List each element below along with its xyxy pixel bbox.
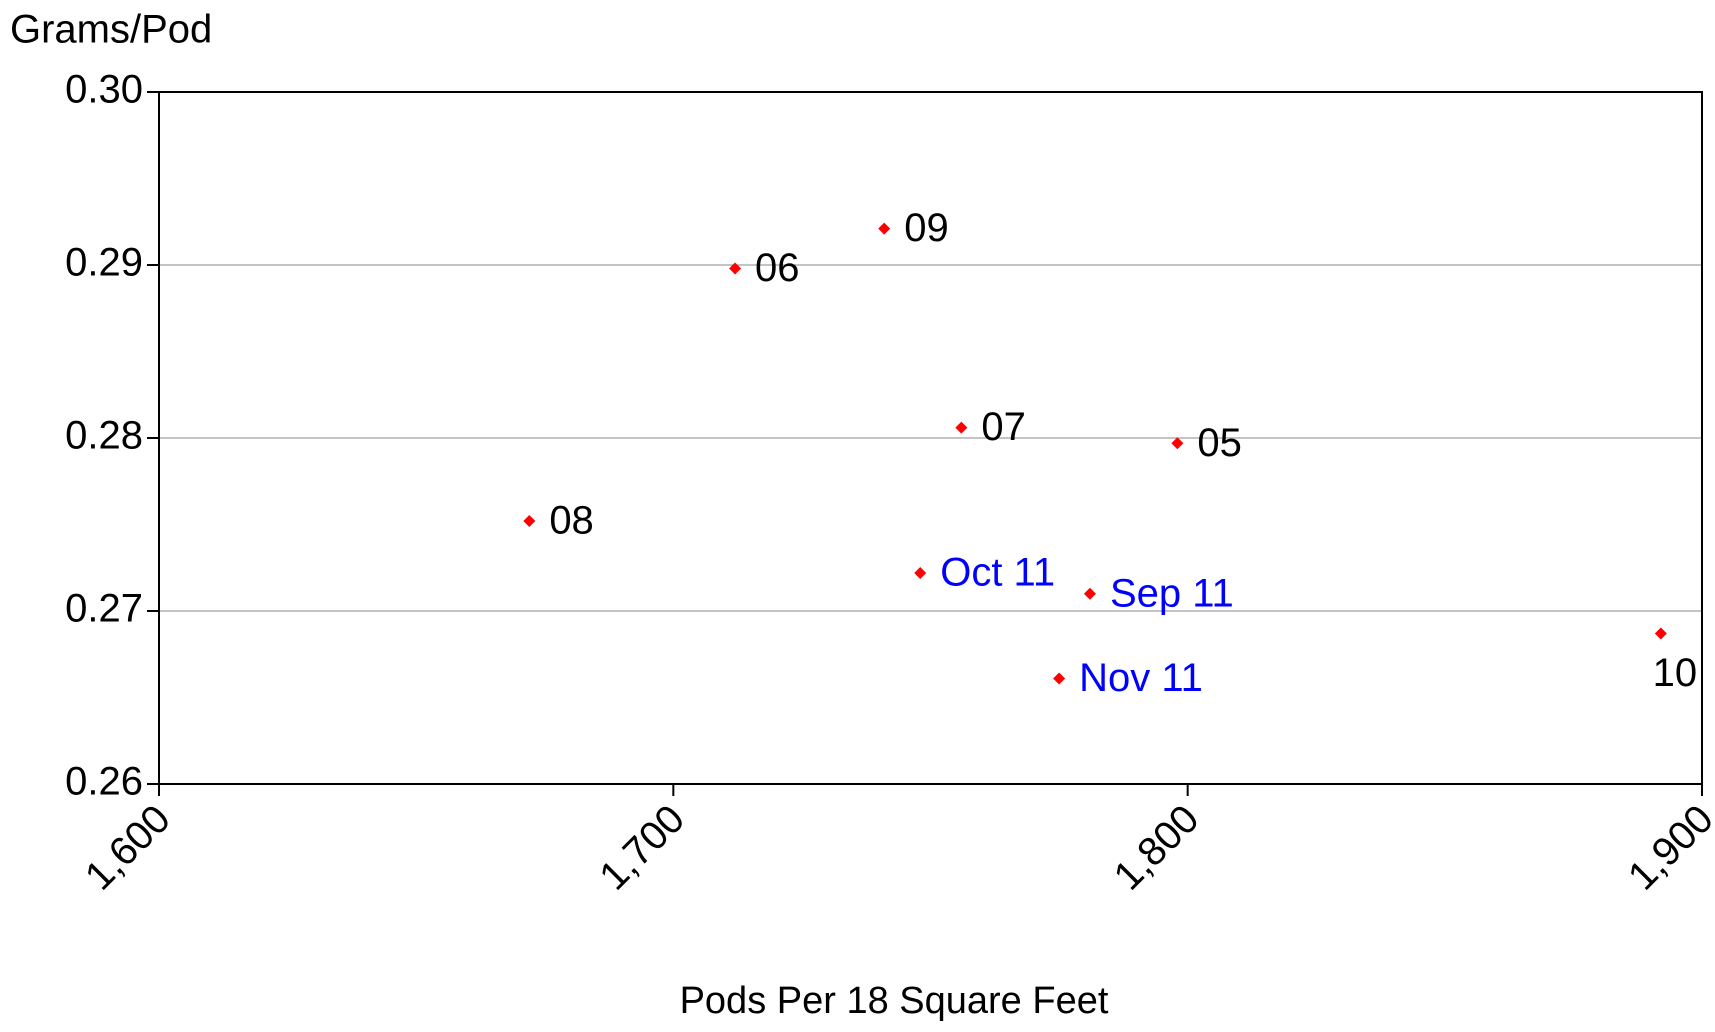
plot-frame	[158, 91, 1703, 785]
y-tick-label: 0.26	[65, 760, 143, 804]
y-tick-label: 0.30	[65, 68, 143, 112]
y-axis-label: Grams/Pod	[10, 8, 212, 52]
y-tick-label: 0.29	[65, 241, 143, 285]
data-label: Oct 11	[940, 551, 1055, 595]
x-axis-label: Pods Per 18 Square Feet	[680, 980, 1109, 1022]
data-point	[1083, 587, 1096, 600]
x-tick-label: 1,700	[591, 797, 693, 899]
data-label: Sep 11	[1110, 571, 1234, 615]
data-point	[729, 262, 742, 275]
x-tick-label: 1,800	[1106, 797, 1208, 899]
data-label: 05	[1197, 421, 1242, 465]
data-label: 10	[1653, 651, 1698, 695]
data-point	[1171, 437, 1184, 450]
data-label: 09	[904, 206, 949, 250]
data-point	[955, 421, 968, 434]
data-point	[1053, 672, 1066, 685]
data-point	[878, 222, 891, 235]
y-tick-label: 0.28	[65, 414, 143, 458]
x-tick-label: 1,900	[1620, 797, 1715, 899]
data-label: 06	[755, 246, 800, 290]
data-point	[1654, 627, 1667, 640]
y-tick-label: 0.27	[65, 587, 143, 631]
data-point	[914, 566, 927, 579]
data-label: 08	[549, 499, 594, 543]
data-point	[523, 515, 536, 528]
data-label: Nov 11	[1079, 656, 1203, 700]
data-label: 07	[981, 405, 1026, 449]
x-tick-label: 1,600	[77, 797, 179, 899]
